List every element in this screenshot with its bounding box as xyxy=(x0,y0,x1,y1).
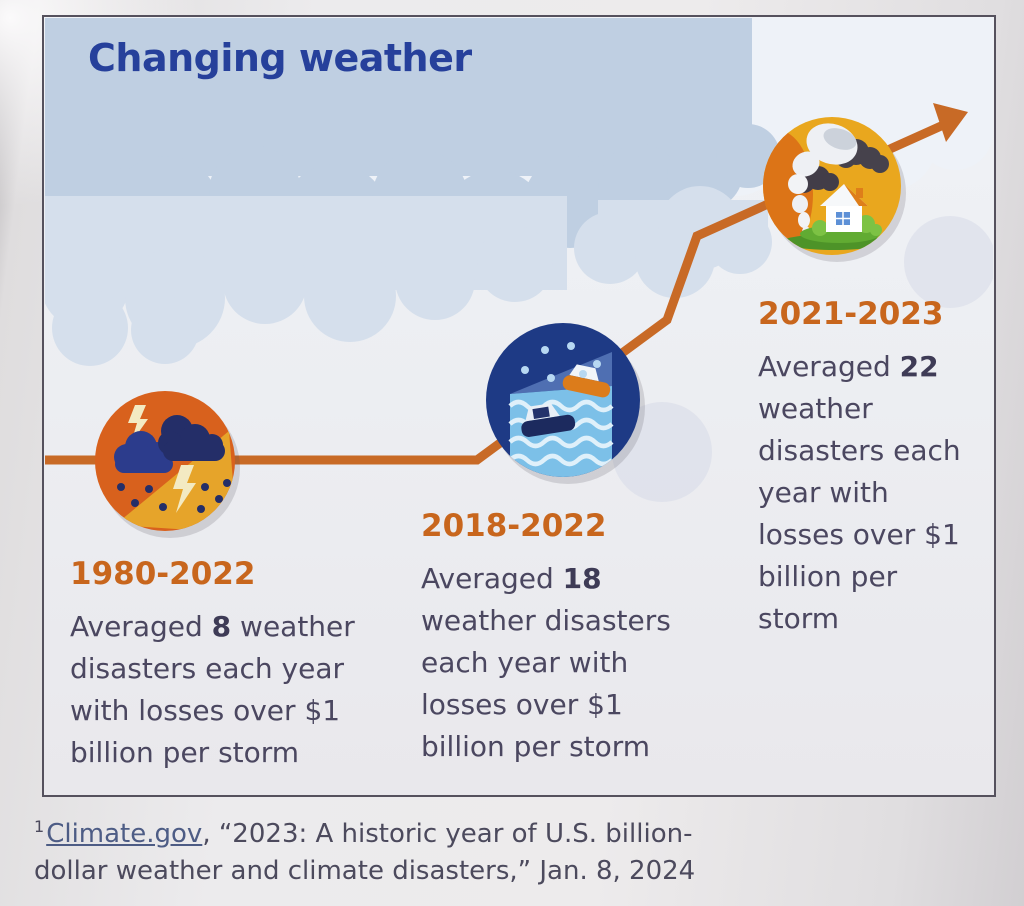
raindrops xyxy=(521,342,601,382)
stat-text: Averaged 8 weather disasters each year w… xyxy=(70,606,392,774)
stat-value: 22 xyxy=(899,350,939,383)
stat-prefix: Averaged xyxy=(758,350,900,383)
stat-suffix: weather disasters each year with losses … xyxy=(421,604,671,763)
stat-text: Averaged 18 weather disasters each year … xyxy=(421,558,703,768)
milestone-2018-2022: 2018-2022 Averaged 18 weather disasters … xyxy=(421,508,703,768)
stat-value: 18 xyxy=(562,562,602,595)
period-label: 1980-2022 xyxy=(70,556,256,592)
trend-arrowhead xyxy=(933,103,968,142)
stat-suffix: weather disasters each year with losses … xyxy=(70,610,355,769)
stat-text: Averaged 22 weather disasters each year … xyxy=(758,346,964,640)
footnote-citation: , “2023: A historic year of U.S. billion… xyxy=(34,819,696,886)
clouds-front-layer xyxy=(45,186,772,366)
stat-prefix: Averaged xyxy=(421,562,563,595)
milestone-1980-2022: 1980-2022 Averaged 8 weather disasters e… xyxy=(70,556,392,774)
house xyxy=(820,184,868,232)
stat-suffix: weather disasters each year with losses … xyxy=(758,392,961,635)
footnote-marker: 1 xyxy=(34,817,45,837)
period-label: 2018-2022 xyxy=(421,508,607,544)
navy-car xyxy=(521,403,576,438)
stat-prefix: Averaged xyxy=(70,610,212,643)
flood-icon xyxy=(486,323,640,477)
climate-gov-link[interactable]: Climate.gov xyxy=(46,819,203,849)
tornado-icon xyxy=(763,117,901,255)
clouds-wisp xyxy=(612,216,993,502)
footnote: 1Climate.gov, “2023: A historic year of … xyxy=(34,816,734,890)
milestone-2021-2023: 2021-2023 Averaged 22 weather disasters … xyxy=(758,296,964,640)
page-title: Changing weather xyxy=(88,36,472,80)
period-label: 2021-2023 xyxy=(758,296,944,332)
stat-value: 8 xyxy=(211,610,232,643)
